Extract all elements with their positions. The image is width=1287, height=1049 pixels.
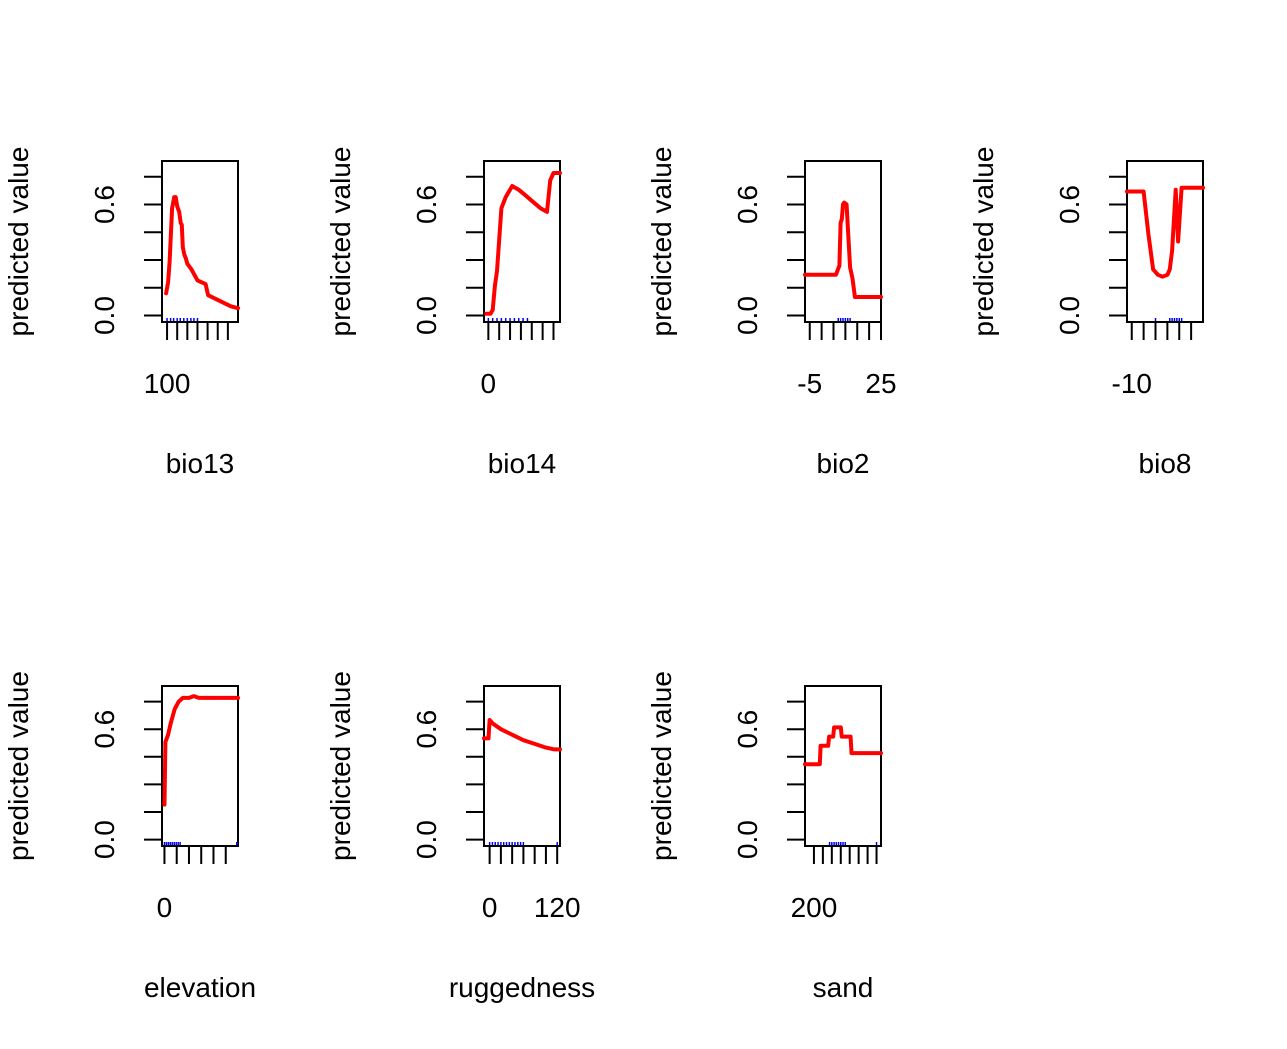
x-tick-label: -5 (797, 368, 822, 399)
y-tick-label: 0.0 (1054, 296, 1085, 335)
x-tick-label: 200 (791, 892, 838, 923)
plot-frame (161, 685, 239, 847)
y-tick-label: 0.0 (411, 296, 442, 335)
x-tick-label: 100 (144, 368, 191, 399)
plot-frame (804, 160, 882, 323)
y-axis-label: predicted value (968, 147, 999, 337)
x-axis-label: ruggedness (449, 972, 595, 1003)
x-tick-label: 0 (157, 892, 173, 923)
x-axis-label: bio2 (817, 448, 870, 479)
plot-frame (483, 160, 561, 323)
y-tick-label: 0.0 (732, 296, 763, 335)
x-axis-label: bio14 (488, 448, 557, 479)
x-tick-label: 0 (482, 892, 498, 923)
y-tick-label: 0.0 (89, 296, 120, 335)
y-axis-label: predicted value (325, 147, 356, 337)
response-curve (484, 171, 562, 316)
y-tick-label: 0.6 (89, 185, 120, 224)
y-tick-label: 0.0 (411, 820, 442, 859)
y-tick-label: 0.6 (1054, 185, 1085, 224)
response-curve (803, 200, 883, 299)
y-tick-label: 0.6 (732, 710, 763, 749)
plot-frame (161, 160, 239, 323)
x-axis-label: sand (813, 972, 874, 1003)
y-tick-label: 0.6 (89, 710, 120, 749)
y-tick-label: 0.6 (411, 185, 442, 224)
x-tick-label: 0 (481, 368, 497, 399)
y-axis-label: predicted value (646, 671, 677, 861)
y-tick-label: 0.6 (732, 185, 763, 224)
response-curve (482, 718, 562, 752)
y-axis-label: predicted value (3, 671, 34, 861)
y-axis-label: predicted value (646, 147, 677, 337)
x-tick-label: -10 (1112, 368, 1152, 399)
y-axis-label: predicted value (325, 671, 356, 861)
plot-frame (1126, 160, 1204, 323)
response-curve (1125, 185, 1205, 279)
y-axis-label: predicted value (3, 147, 34, 337)
y-tick-label: 0.0 (732, 820, 763, 859)
y-tick-label: 0.6 (411, 710, 442, 749)
x-tick-label: 25 (865, 368, 896, 399)
x-axis-label: elevation (144, 972, 256, 1003)
x-tick-label: 120 (534, 892, 581, 923)
response-curve (803, 725, 883, 767)
response-curve (162, 694, 240, 807)
x-axis-label: bio8 (1139, 448, 1192, 479)
y-tick-label: 0.0 (89, 820, 120, 859)
x-axis-label: bio13 (166, 448, 235, 479)
plot-frame (483, 685, 561, 847)
response-curve (164, 195, 240, 311)
